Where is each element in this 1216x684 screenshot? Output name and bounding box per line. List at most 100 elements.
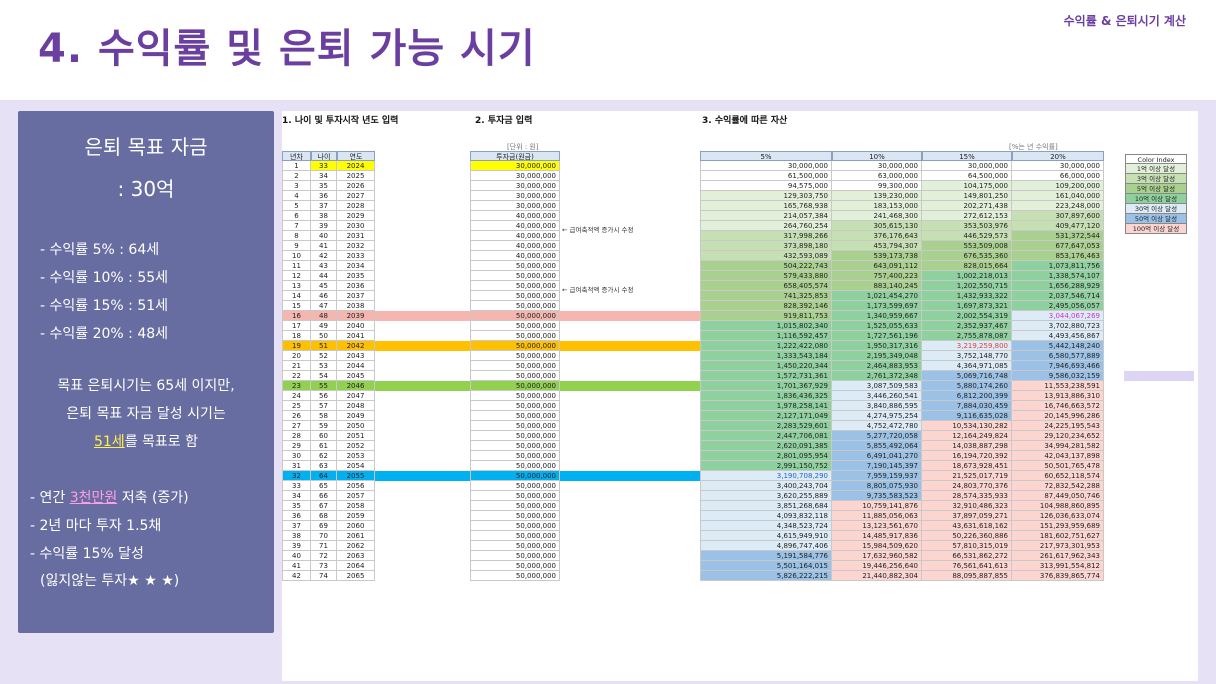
- table-cell: 307,897,600: [1012, 211, 1104, 221]
- table-cell: 39: [311, 221, 337, 231]
- header-year: 연도: [337, 151, 375, 161]
- table-cell: 353,503,976: [922, 221, 1012, 231]
- table-cell: 94,575,000: [700, 181, 832, 191]
- table-cell: 1,021,454,270: [832, 291, 922, 301]
- table-cell: 37: [311, 201, 337, 211]
- table-cell: 15: [282, 301, 311, 311]
- table-cell: 3,087,509,583: [832, 381, 922, 391]
- table-cell: 2049: [337, 411, 375, 421]
- table-cell: 317,998,266: [700, 231, 832, 241]
- table-cell: 50,501,765,478: [1012, 461, 1104, 471]
- table-cell: 40,000,000: [470, 231, 560, 241]
- table-cell: 50,000,000: [470, 321, 560, 331]
- goal-rest: 를 목표로 함: [124, 434, 198, 450]
- table-cell: 40,000,000: [470, 211, 560, 221]
- table-cell: 13,913,886,310: [1012, 391, 1104, 401]
- table-cell: 29,120,234,652: [1012, 431, 1104, 441]
- panel-heading-amount: : 30억: [117, 177, 175, 201]
- table-cell: 2,283,529,601: [700, 421, 832, 431]
- table-cell: 21,440,882,304: [832, 571, 922, 581]
- table-cell: 241,468,300: [832, 211, 922, 221]
- table-cell: 34: [282, 491, 311, 501]
- table-cell: 1,432,933,322: [922, 291, 1012, 301]
- table-cell: 68: [311, 511, 337, 521]
- table-cell: 17: [282, 321, 311, 331]
- table-cell: 553,509,008: [922, 241, 1012, 251]
- table-cell: 2,127,171,049: [700, 411, 832, 421]
- header-rate-5: 5%: [700, 151, 832, 161]
- table-cell: 50,000,000: [470, 441, 560, 451]
- table-cell: 14,038,887,298: [922, 441, 1012, 451]
- rate-line: - 수익률 20% : 48세: [40, 326, 169, 342]
- table-cell: 50,000,000: [470, 301, 560, 311]
- table-cell: 3,620,255,889: [700, 491, 832, 501]
- table-cell: 45: [311, 281, 337, 291]
- goal-text: 은퇴 목표 자금 달성 시기는: [66, 406, 226, 422]
- table-cell: 66: [311, 491, 337, 501]
- table-cell: 72: [311, 551, 337, 561]
- table-cell: 50,000,000: [470, 371, 560, 381]
- table-cell: 52: [311, 351, 337, 361]
- table-cell: 9,586,032,159: [1012, 371, 1104, 381]
- plan-line: - 연간 3천만원 저축 (증가): [30, 487, 189, 507]
- salary-note: ← 급여축적액 증가시 수정: [562, 226, 634, 234]
- table-cell: 2050: [337, 421, 375, 431]
- salary-note: ← 급여축적액 증가시 수정: [562, 286, 634, 294]
- table-cell: 853,176,463: [1012, 251, 1104, 261]
- table-cell: 264,760,254: [700, 221, 832, 231]
- table-cell: 66,531,862,272: [922, 551, 1012, 561]
- table-cell: 50,000,000: [470, 391, 560, 401]
- header-year-index: 년차: [282, 151, 311, 161]
- table-cell: 2033: [337, 251, 375, 261]
- table-cell: 2060: [337, 521, 375, 531]
- plan-rest: 저축 (증가): [117, 490, 189, 506]
- table-cell: 2032: [337, 241, 375, 251]
- table-cell: 27: [282, 421, 311, 431]
- table-cell: 2035: [337, 271, 375, 281]
- table-cell: 31: [282, 461, 311, 471]
- table-cell: 446,529,573: [922, 231, 1012, 241]
- table-cell: 63,000,000: [832, 171, 922, 181]
- table-cell: 2061: [337, 531, 375, 541]
- table-cell: 8: [282, 231, 311, 241]
- table-cell: 43,631,618,162: [922, 521, 1012, 531]
- table-cell: 2,195,349,048: [832, 351, 922, 361]
- table-cell: 757,400,223: [832, 271, 922, 281]
- table-cell: 30,000,000: [470, 201, 560, 211]
- table-cell: 165,768,938: [700, 201, 832, 211]
- table-cell: 9,735,583,523: [832, 491, 922, 501]
- table-cell: 5,826,222,215: [700, 571, 832, 581]
- table-cell: 2,002,554,319: [922, 311, 1012, 321]
- table-cell: 3,219,259,800: [922, 341, 1012, 351]
- table-cell: 71: [311, 541, 337, 551]
- table-cell: 5,880,174,260: [922, 381, 1012, 391]
- table-cell: 3,190,708,290: [700, 471, 832, 481]
- rate-line: - 수익률 5% : 64세: [40, 242, 160, 258]
- table-cell: 2,761,372,348: [832, 371, 922, 381]
- table-cell: 313,991,554,812: [1012, 561, 1104, 571]
- corner-label: 수익률 & 은퇴시기 계산: [1063, 14, 1186, 28]
- table-cell: 2,352,937,467: [922, 321, 1012, 331]
- table-cell: 28,574,335,933: [922, 491, 1012, 501]
- table-cell: 50,000,000: [470, 501, 560, 511]
- table-cell: 4,896,747,406: [700, 541, 832, 551]
- table-cell: 2025: [337, 171, 375, 181]
- color-index-legend: Color Index 1억 이상 달성 3억 이상 달성 5억 이상 달성 1…: [1125, 154, 1187, 234]
- table-cell: 37: [282, 521, 311, 531]
- table-cell: 19,446,256,640: [832, 561, 922, 571]
- table-cell: 56: [311, 391, 337, 401]
- table-cell: 1,450,220,344: [700, 361, 832, 371]
- table-cell: 104,988,860,895: [1012, 501, 1104, 511]
- table-cell: 30,000,000: [1012, 161, 1104, 171]
- table-cell: 2048: [337, 401, 375, 411]
- table-cell: 50,000,000: [470, 451, 560, 461]
- table-cell: 64: [311, 471, 337, 481]
- table-cell: 23: [282, 381, 311, 391]
- table-cell: 2,620,091,385: [700, 441, 832, 451]
- table-cell: 50,000,000: [470, 421, 560, 431]
- table-cell: 73: [311, 561, 337, 571]
- table-cell: 60: [311, 431, 337, 441]
- table-cell: 24,803,770,376: [922, 481, 1012, 491]
- highlight-row-strip: [282, 341, 700, 351]
- table-cell: 1,978,258,141: [700, 401, 832, 411]
